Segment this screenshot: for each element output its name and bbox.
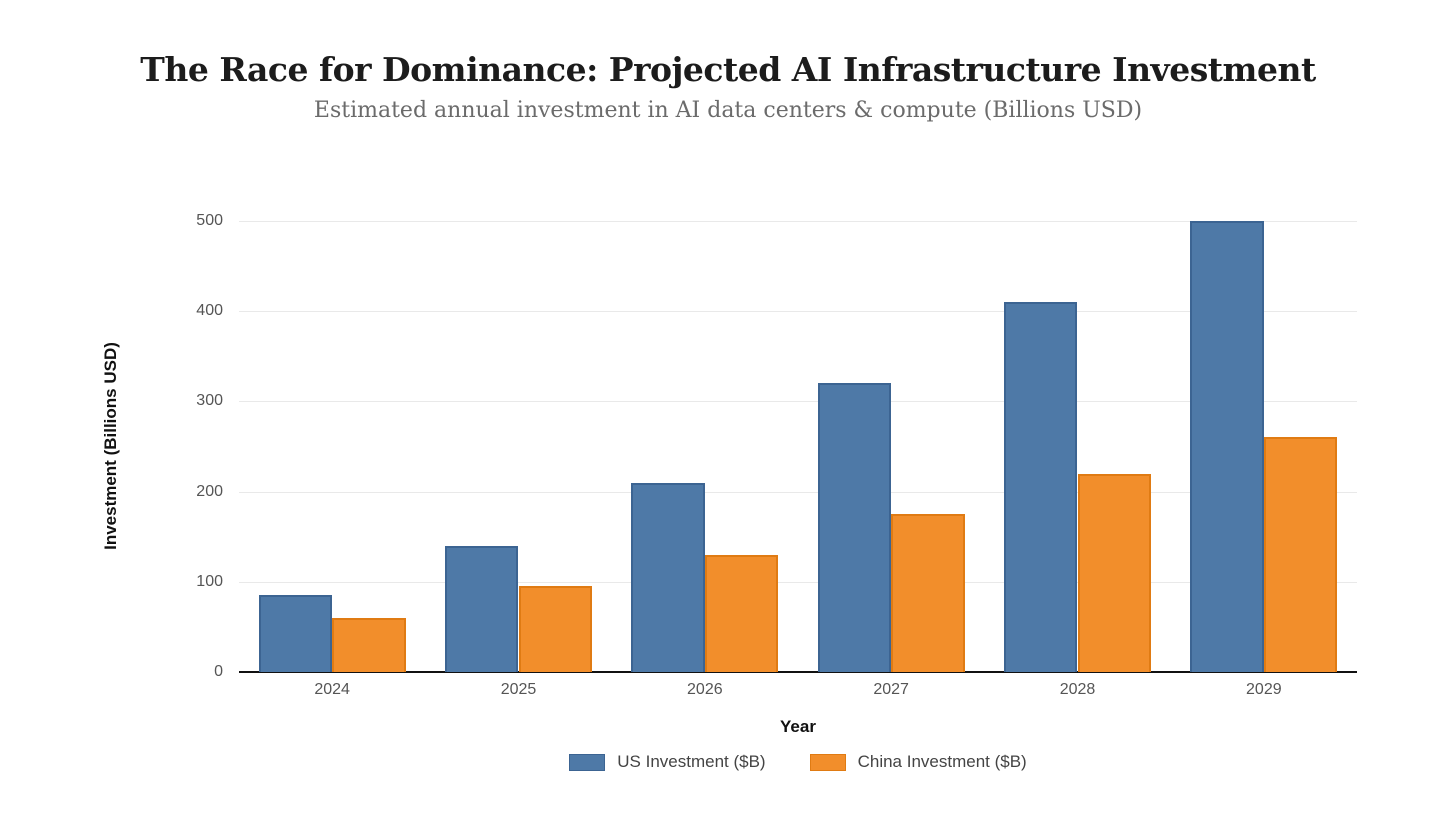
legend-label-china: China Investment ($B) bbox=[857, 752, 1027, 771]
bar-2027-china bbox=[891, 514, 965, 672]
bar-2029-china bbox=[1263, 437, 1338, 672]
bar-2025-china bbox=[518, 586, 592, 672]
y-tick-label-400: 400 bbox=[196, 302, 223, 320]
y-tick-label-500: 500 bbox=[196, 212, 223, 229]
x-tick-label-2025: 2025 bbox=[500, 681, 537, 698]
gridline-y-400 bbox=[239, 311, 1357, 313]
y-axis-title: Investment (Billions USD) bbox=[101, 342, 120, 550]
legend-swatch-china bbox=[809, 753, 846, 771]
legend-swatch-us bbox=[569, 753, 606, 771]
gridline-y-300 bbox=[239, 401, 1357, 403]
bar-2029-us bbox=[1190, 221, 1264, 672]
gridline-y-100 bbox=[239, 581, 1357, 583]
legend-label-us: US Investment ($B) bbox=[617, 752, 766, 771]
x-tick-label-2028: 2028 bbox=[1059, 681, 1096, 698]
bar-2024-us bbox=[258, 595, 333, 672]
y-tick-label-0: 0 bbox=[214, 663, 223, 680]
x-tick-label-2029: 2029 bbox=[1246, 681, 1282, 698]
bar-2028-us bbox=[1003, 302, 1078, 672]
x-tick-label-2024: 2024 bbox=[314, 681, 350, 698]
x-tick-label-2026: 2026 bbox=[687, 681, 723, 698]
y-tick-label-300: 300 bbox=[196, 392, 223, 410]
chart-legend: US Investment ($B) China Investment ($B) bbox=[239, 752, 1357, 772]
y-tick-label-200: 200 bbox=[196, 482, 223, 500]
gridline-y-200 bbox=[239, 491, 1357, 493]
plot-area: 0 100 200 300 400 500 2024 2025 2026 2027 2028 2029 bbox=[196, 212, 1357, 698]
chart-subtitle: Estimated annual investment in AI data c… bbox=[313, 98, 1143, 123]
bar-2028-china bbox=[1077, 473, 1151, 672]
gridline-y-500 bbox=[239, 221, 1357, 222]
chart-title: The Race for Dominance: Projected AI Inf… bbox=[140, 50, 1316, 89]
bar-2024-china bbox=[332, 617, 406, 672]
bar-2027-us bbox=[817, 383, 892, 672]
x-axis-title: Year bbox=[780, 717, 816, 736]
bar-2026-china bbox=[704, 554, 779, 672]
bar-2025-us bbox=[444, 545, 519, 672]
x-tick-label-2027: 2027 bbox=[873, 681, 909, 698]
y-tick-label-100: 100 bbox=[196, 572, 223, 590]
legend-item-us: US Investment ($B) bbox=[569, 752, 766, 772]
bar-2026-us bbox=[631, 482, 705, 672]
x-axis-line bbox=[239, 671, 1357, 673]
legend-item-china: China Investment ($B) bbox=[809, 752, 1027, 772]
